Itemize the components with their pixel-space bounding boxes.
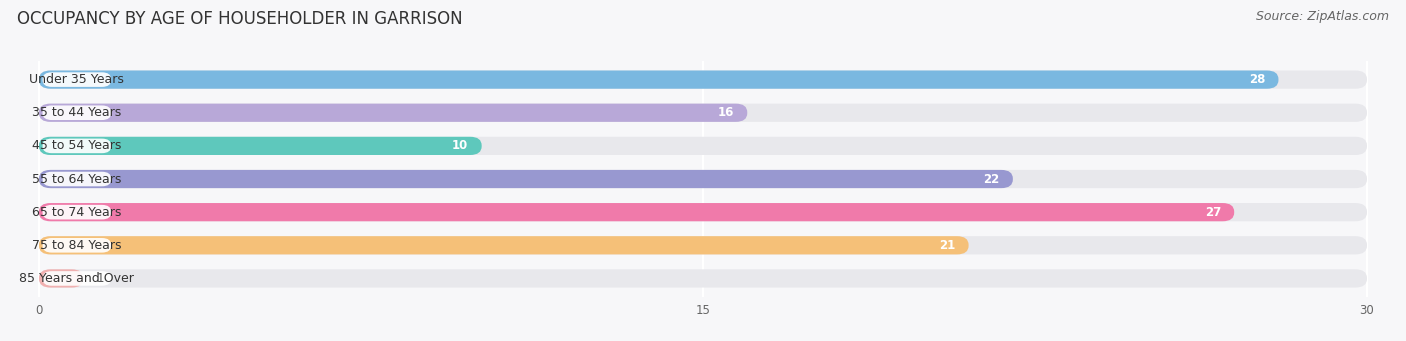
Text: OCCUPANCY BY AGE OF HOUSEHOLDER IN GARRISON: OCCUPANCY BY AGE OF HOUSEHOLDER IN GARRI… [17, 10, 463, 28]
FancyBboxPatch shape [39, 170, 1012, 188]
FancyBboxPatch shape [39, 203, 1367, 221]
Text: 1: 1 [97, 272, 104, 285]
Text: 55 to 64 Years: 55 to 64 Years [32, 173, 121, 186]
Text: 65 to 74 Years: 65 to 74 Years [32, 206, 121, 219]
FancyBboxPatch shape [39, 170, 1367, 188]
Text: 27: 27 [1205, 206, 1220, 219]
Text: 85 Years and Over: 85 Years and Over [20, 272, 135, 285]
FancyBboxPatch shape [39, 269, 1367, 287]
Text: 28: 28 [1249, 73, 1265, 86]
FancyBboxPatch shape [42, 72, 111, 87]
FancyBboxPatch shape [42, 138, 111, 153]
Text: Under 35 Years: Under 35 Years [30, 73, 124, 86]
FancyBboxPatch shape [39, 269, 83, 287]
FancyBboxPatch shape [42, 105, 111, 120]
Text: 16: 16 [717, 106, 734, 119]
FancyBboxPatch shape [39, 104, 1367, 122]
FancyBboxPatch shape [42, 238, 111, 253]
FancyBboxPatch shape [42, 172, 111, 186]
Text: 75 to 84 Years: 75 to 84 Years [32, 239, 121, 252]
FancyBboxPatch shape [39, 236, 969, 254]
FancyBboxPatch shape [39, 203, 1234, 221]
Text: Source: ZipAtlas.com: Source: ZipAtlas.com [1256, 10, 1389, 23]
Text: 10: 10 [453, 139, 468, 152]
FancyBboxPatch shape [42, 271, 111, 286]
Text: 21: 21 [939, 239, 955, 252]
FancyBboxPatch shape [39, 104, 747, 122]
FancyBboxPatch shape [39, 137, 482, 155]
FancyBboxPatch shape [39, 71, 1367, 89]
Text: 22: 22 [983, 173, 1000, 186]
Text: 45 to 54 Years: 45 to 54 Years [32, 139, 121, 152]
FancyBboxPatch shape [42, 205, 111, 220]
FancyBboxPatch shape [39, 71, 1278, 89]
FancyBboxPatch shape [39, 236, 1367, 254]
FancyBboxPatch shape [39, 137, 1367, 155]
Text: 35 to 44 Years: 35 to 44 Years [32, 106, 121, 119]
